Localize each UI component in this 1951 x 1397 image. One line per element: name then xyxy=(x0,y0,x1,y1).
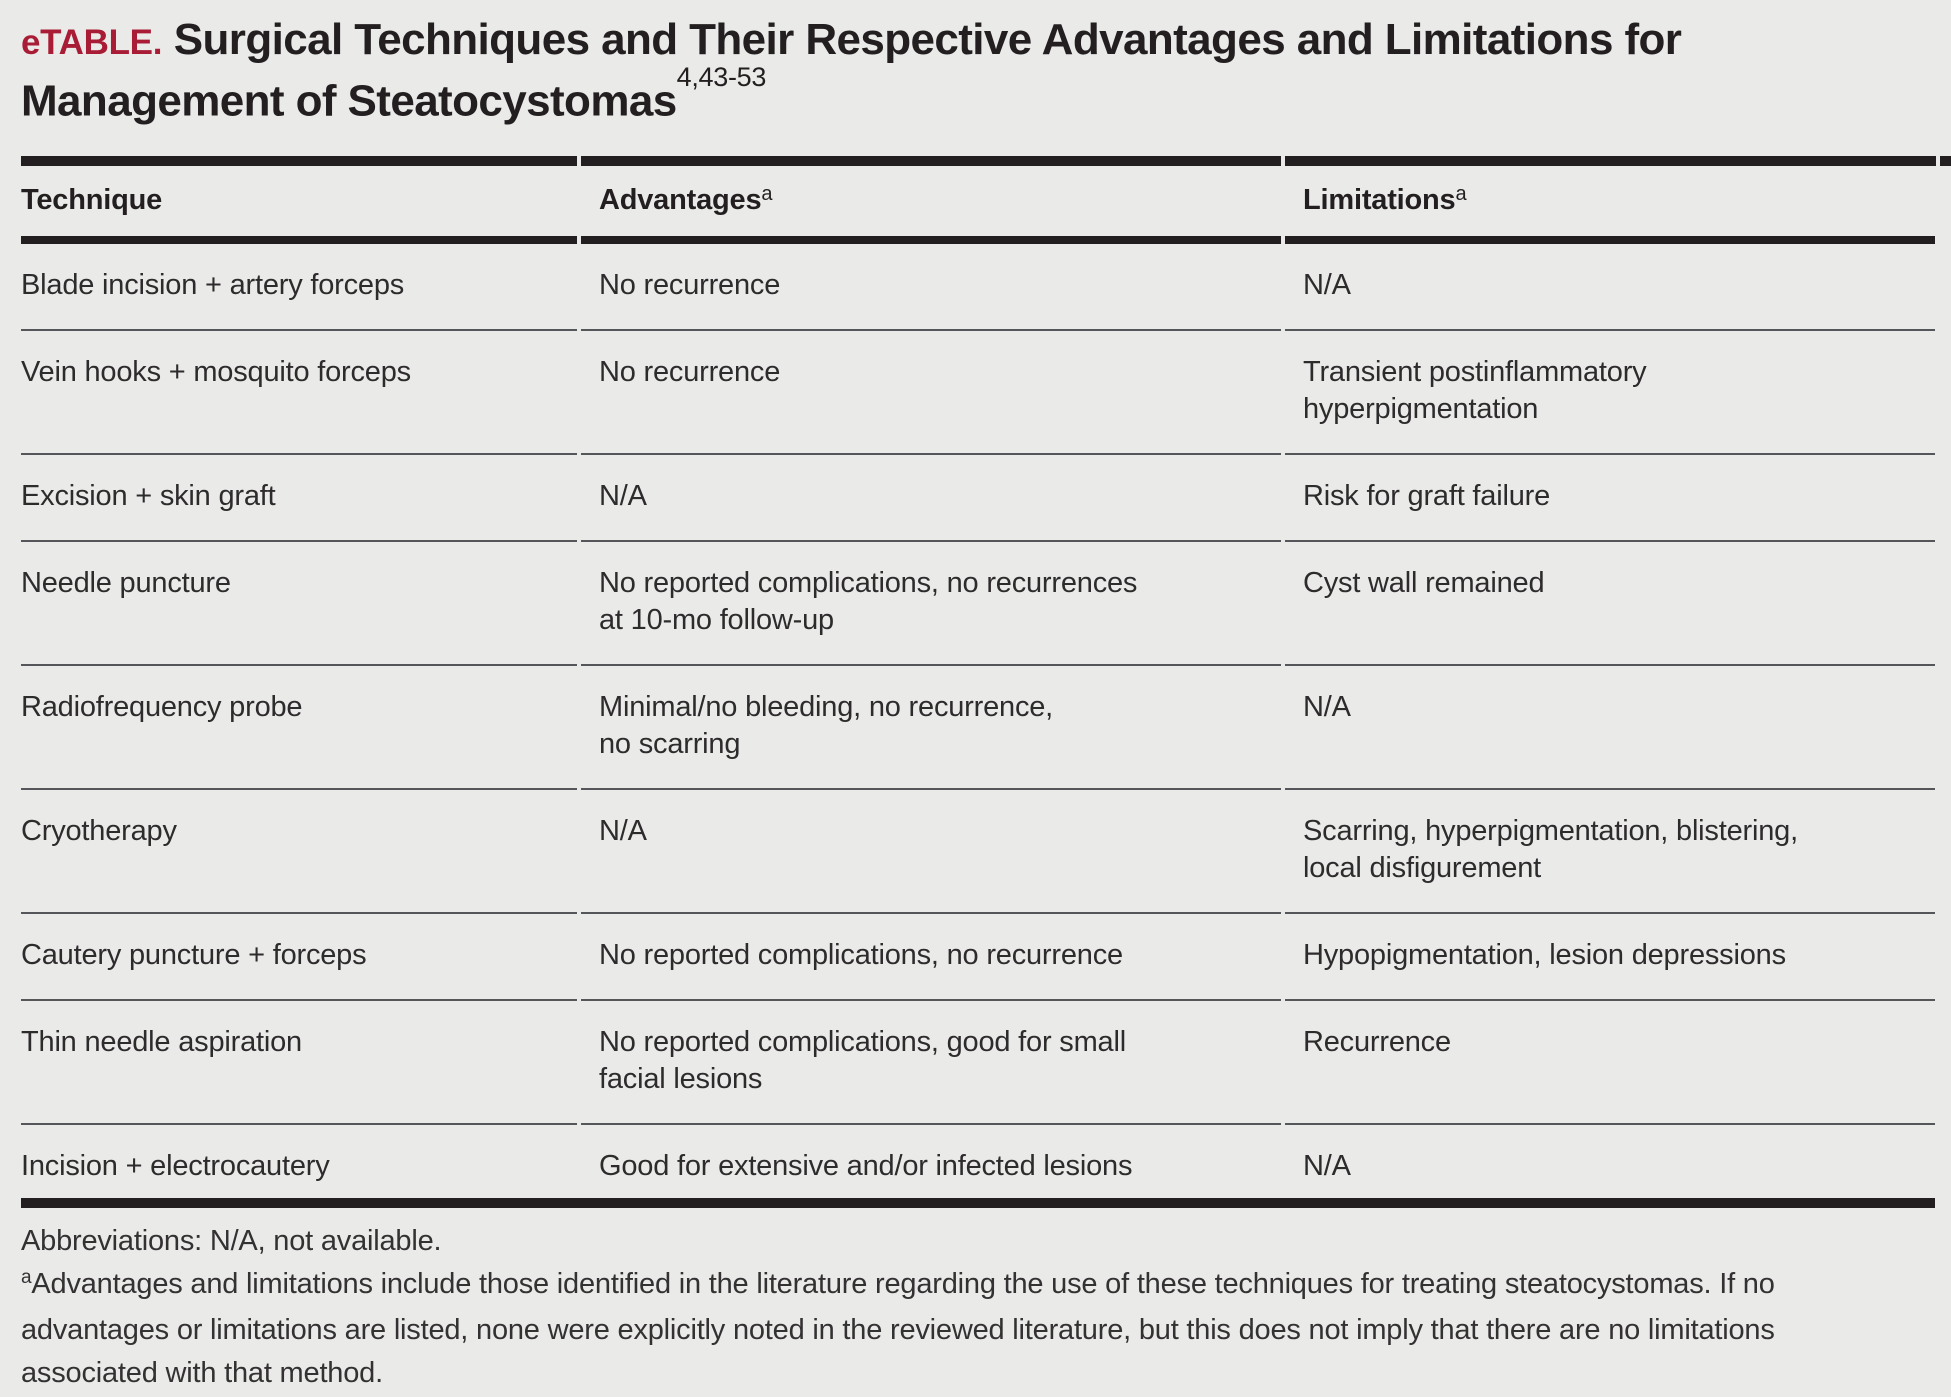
table-row: Cryotherapy N/A Scarring, hyperpigmentat… xyxy=(21,790,1935,914)
limitations-cell: N/A xyxy=(1285,666,1935,790)
technique-cell: Blade incision + artery forceps xyxy=(21,244,577,331)
column-header-label: Technique xyxy=(21,183,163,216)
limitations-cell: Scarring, hyperpigmentation, blistering,… xyxy=(1285,790,1935,914)
rule-segment xyxy=(581,235,1281,244)
technique-cell: Needle puncture xyxy=(21,542,577,666)
advantages-cell: Minimal/no bleeding, no recurrence, no s… xyxy=(581,666,1281,790)
advantages-cell: N/A xyxy=(581,790,1281,914)
advantages-cell: Good for extensive and/or infected lesio… xyxy=(599,1149,1133,1182)
rule-segment xyxy=(21,235,577,244)
column-header-superscript: a xyxy=(1455,182,1467,205)
rule-segment xyxy=(1285,155,1936,166)
column-header-superscript: a xyxy=(761,182,773,205)
technique-cell: Cautery puncture + forceps xyxy=(21,914,577,1001)
rule-segment xyxy=(581,155,1281,166)
advantages-cell: N/A xyxy=(581,455,1281,542)
footnote-a: aAdvantages and limitations include thos… xyxy=(21,1263,1933,1395)
table-title: eTABLE. Surgical Techniques and Their Re… xyxy=(21,16,1931,126)
table-body: Blade incision + artery forceps No recur… xyxy=(21,244,1935,1198)
table-row: Cautery puncture + forceps No reported c… xyxy=(21,914,1935,1001)
technique-cell: Incision + electrocautery xyxy=(21,1149,330,1182)
limitations-cell: Hypopigmentation, lesion depressions xyxy=(1285,914,1935,1001)
limitations-cell: Transient postinflammatory hyperpigmenta… xyxy=(1285,331,1935,455)
column-header: Advantagesa xyxy=(581,166,1281,236)
advantages-cell: No reported complications, good for smal… xyxy=(581,1001,1281,1125)
technique-cell: Thin needle aspiration xyxy=(21,1001,577,1125)
abbreviations-note: Abbreviations: N/A, not available. xyxy=(21,1224,442,1257)
advantages-cell: No reported complications, no recurrence… xyxy=(581,542,1281,666)
technique-cell: Vein hooks + mosquito forceps xyxy=(21,331,577,455)
table-top-rule xyxy=(21,155,1951,166)
column-header: Limitationsa xyxy=(1285,166,1935,236)
technique-cell: Cryotherapy xyxy=(21,790,577,914)
table-row: Thin needle aspiration No reported compl… xyxy=(21,1001,1935,1125)
footnote-a-text: Advantages and limitations include those… xyxy=(21,1267,1775,1389)
advantages-cell: No reported complications, no recurrence xyxy=(581,914,1281,1001)
table-footnotes: Abbreviations: N/A, not available. aAdva… xyxy=(21,1220,1933,1395)
table-row: Incision + electrocautery Good for exten… xyxy=(21,1125,1935,1198)
footnote-a-marker: a xyxy=(21,1266,32,1288)
column-header-label: Advantages xyxy=(599,183,762,216)
table-row: Blade incision + artery forceps No recur… xyxy=(21,244,1935,331)
table-row: Excision + skin graft N/A Risk for graft… xyxy=(21,455,1935,542)
table-bottom-rule xyxy=(21,1197,1935,1208)
limitations-cell: Risk for graft failure xyxy=(1285,455,1935,542)
table-row: Needle puncture No reported complication… xyxy=(21,542,1935,666)
technique-cell: Radiofrequency probe xyxy=(21,666,577,790)
rule-segment xyxy=(1285,235,1935,244)
limitations-cell: Cyst wall remained xyxy=(1285,542,1935,666)
table-header-rule xyxy=(21,235,1935,244)
title-reference-superscript: 4,43-53 xyxy=(676,62,767,92)
advantages-cell: No recurrence xyxy=(581,331,1281,455)
etable-label: eTABLE. xyxy=(21,23,163,62)
table-row: Vein hooks + mosquito forceps No recurre… xyxy=(21,331,1935,455)
column-header-label: Limitations xyxy=(1303,183,1456,216)
rule-segment xyxy=(21,155,577,166)
table-header-row: Technique Advantagesa Limitationsa xyxy=(21,166,1935,236)
limitations-cell: Recurrence xyxy=(1285,1001,1935,1125)
advantages-cell: No recurrence xyxy=(581,244,1281,331)
limitations-cell: N/A xyxy=(1285,244,1935,331)
table-title-text: Surgical Techniques and Their Respective… xyxy=(21,15,1682,126)
limitations-cell: N/A xyxy=(1303,1149,1351,1182)
rule-segment xyxy=(1940,155,1951,166)
table-row: Radiofrequency probe Minimal/no bleeding… xyxy=(21,666,1935,790)
technique-cell: Excision + skin graft xyxy=(21,455,577,542)
column-header: Technique xyxy=(21,166,577,236)
